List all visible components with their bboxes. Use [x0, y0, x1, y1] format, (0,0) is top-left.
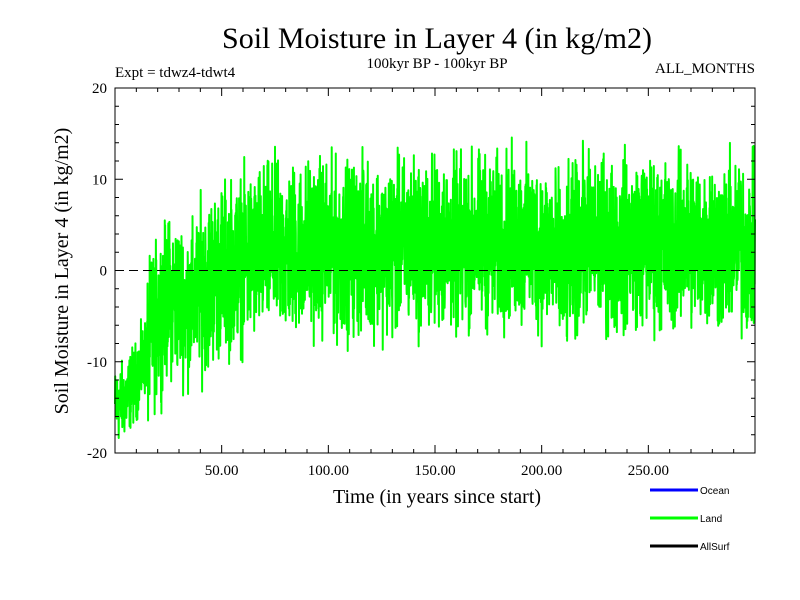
x-tick-label: 250.00: [628, 463, 669, 479]
legend-label-allsurf: AllSurf: [700, 542, 730, 553]
y-tick-label: 10: [92, 172, 107, 188]
y-tick-label: 0: [100, 264, 108, 280]
plot-area: 50.00 100.00 150.00 200.00 250.00 -20 -10 0 10 20: [87, 81, 756, 479]
x-tick-label: 100.00: [308, 463, 349, 479]
x-tick-label: 50.00: [205, 463, 239, 479]
y-tick-label: -10: [87, 355, 107, 371]
legend-label-ocean: Ocean: [700, 486, 729, 497]
y-tick-label: 20: [92, 81, 107, 97]
y-axis-label: Soil Moisture in Layer 4 (in kg/m2): [51, 128, 73, 415]
legend: Ocean Land AllSurf: [650, 486, 730, 553]
months-label: ALL_MONTHS: [655, 61, 755, 77]
x-tick-label: 200.00: [521, 463, 562, 479]
x-axis-label: Time (in years since start): [333, 486, 541, 508]
land-series-line: [114, 136, 756, 440]
x-tick-label: 150.00: [414, 463, 455, 479]
legend-label-land: Land: [700, 514, 722, 525]
chart-title: Soil Moisture in Layer 4 (in kg/m2): [222, 22, 652, 55]
y-tick-label: -20: [87, 446, 107, 462]
period-label: 100kyr BP - 100kyr BP: [366, 56, 507, 72]
experiment-label: Expt = tdwz4-tdwt4: [115, 65, 236, 81]
